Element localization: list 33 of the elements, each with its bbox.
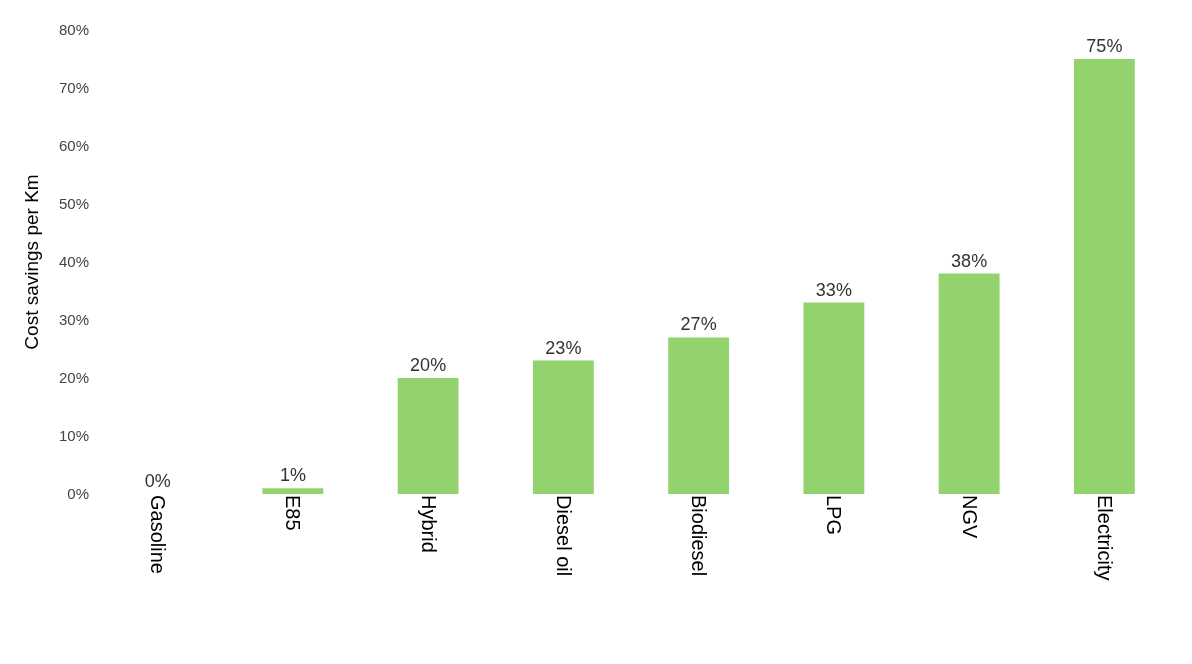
x-tick-label: Biodiesel xyxy=(688,495,711,577)
data-label: 23% xyxy=(545,337,582,358)
bar xyxy=(262,488,324,494)
data-label: 20% xyxy=(410,355,447,375)
bar xyxy=(668,337,730,494)
bar xyxy=(803,302,865,494)
data-label: 75% xyxy=(1086,36,1123,56)
y-tick-label: 70% xyxy=(58,79,89,97)
x-tick-label: Gasoline xyxy=(147,495,170,574)
data-label: 0% xyxy=(144,471,171,491)
data-label: 1% xyxy=(279,465,306,486)
x-tick-label: LPG xyxy=(823,495,846,536)
y-tick-label: 0% xyxy=(67,485,89,503)
x-tick-label: Electricity xyxy=(1093,495,1116,581)
y-tick-label: 30% xyxy=(58,311,89,329)
data-label: 27% xyxy=(680,314,717,335)
y-tick-label: 50% xyxy=(58,195,89,213)
data-label: 38% xyxy=(951,250,988,271)
data-label: 33% xyxy=(815,279,852,300)
x-tick-label: E85 xyxy=(282,495,305,531)
bar xyxy=(532,360,594,494)
y-tick-label: 20% xyxy=(58,369,89,387)
y-tick-label: 40% xyxy=(58,253,89,271)
x-tick-label: Hybrid xyxy=(417,495,440,553)
y-tick-label: 10% xyxy=(58,427,89,445)
y-axis-title: Cost savings per Km xyxy=(20,174,42,350)
y-tick-label: 60% xyxy=(58,137,89,155)
x-tick-label: Diesel oil xyxy=(552,495,575,577)
x-tick-label: NGV xyxy=(958,495,981,539)
bar xyxy=(1073,59,1135,494)
bar xyxy=(397,378,459,494)
y-tick-label: 80% xyxy=(58,21,89,39)
bar xyxy=(938,273,1000,494)
